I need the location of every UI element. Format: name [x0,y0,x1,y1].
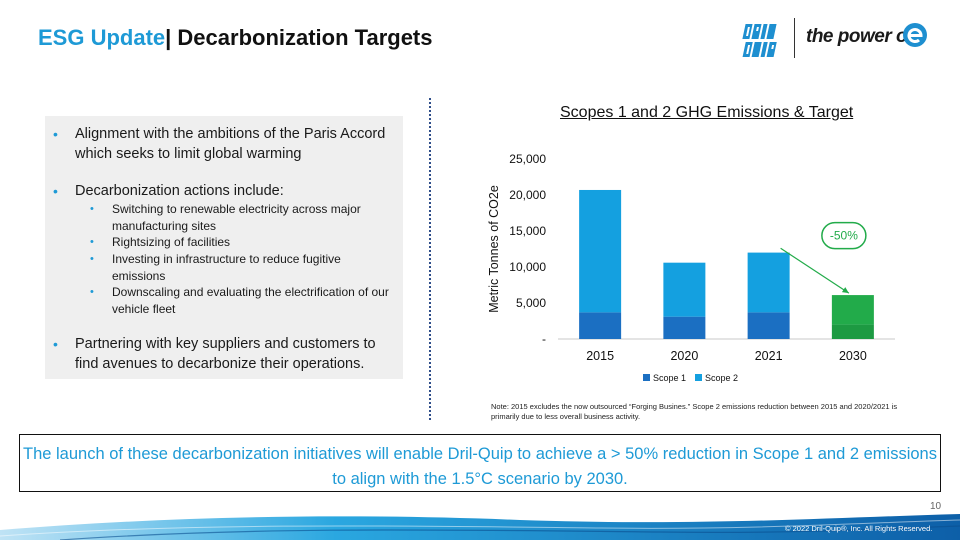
logo-separator [794,18,795,58]
sub-bullet-item: Downscaling and evaluating the electrifi… [90,284,397,317]
company-logo: the power of [740,16,930,60]
sub-bullet-item: Switching to renewable electricity acros… [90,201,397,234]
e-icon [903,23,927,47]
y-tick-label: - [542,332,546,346]
bar-scope-1-2021 [747,312,790,339]
annotation-arrow-line [780,247,850,294]
bullet-item: Partnering with key suppliers and custom… [53,334,400,374]
legend-swatch-scope-1 [643,374,650,381]
copyright-text: © 2022 Dril-Quip®, Inc. All Rights Reser… [785,524,933,533]
y-tick-label: 15,000 [509,224,546,238]
y-axis-label: Metric Tonnes of CO2e [487,185,501,313]
x-tick-label: 2021 [755,349,783,363]
callout-text: The launch of these decarbonization init… [23,445,937,488]
y-tick-label: 10,000 [509,260,546,274]
x-tick-label: 2030 [839,349,867,363]
footer-wave-banner [0,514,960,540]
bar-scope-1-2015 [579,312,622,339]
chart-title: Scopes 1 and 2 GHG Emissions & Target [560,104,854,121]
callout-box: The launch of these decarbonization init… [19,434,941,492]
dril-quip-logo-icon [742,24,777,57]
page-number: 10 [930,501,942,512]
bar-scope-1-2030 [831,324,874,339]
bullet-panel: Alignment with the ambitions of the Pari… [45,116,403,379]
page-title: ESG Update| Decarbonization Targets [38,25,433,51]
x-tick-label: 2020 [670,349,698,363]
bullet-item: Alignment with the ambitions of the Pari… [53,124,400,164]
x-tick-label: 2015 [586,349,614,363]
bar-scope-1-2020 [663,316,706,339]
annotation-arrowhead [841,287,849,294]
title-accent: ESG Update [38,25,166,50]
y-tick-label: 5,000 [516,296,546,310]
emissions-chart: Metric Tonnes of CO2e - 5,000 10,000 15,000 2… [487,152,895,383]
y-tick-label: 25,000 [509,152,546,166]
vertical-divider [429,98,431,420]
legend-label: Scope 2 [705,373,738,383]
bar-scope-2-2030 [831,295,874,325]
annotation-bubble [821,221,867,250]
legend-label: Scope 1 [653,373,686,383]
bullet-item: Decarbonization actions include: [53,181,400,201]
bar-scope-2-2020 [663,262,706,317]
title-main: | Decarbonization Targets [165,25,433,50]
bar-scope-2-2021 [747,252,790,313]
sub-bullet-item: Rightsizing of facilities [90,234,397,251]
annotation-label: -50% [830,229,858,243]
y-tick-label: 20,000 [509,188,546,202]
chart-note: Note: 2015 excludes the now outsourced “… [491,402,898,421]
legend-swatch-scope-2 [695,374,702,381]
bar-scope-2-2015 [579,189,622,313]
logo-tagline: the power of [806,26,913,47]
sub-bullet-item: Investing in infrastructure to reduce fu… [90,251,397,284]
